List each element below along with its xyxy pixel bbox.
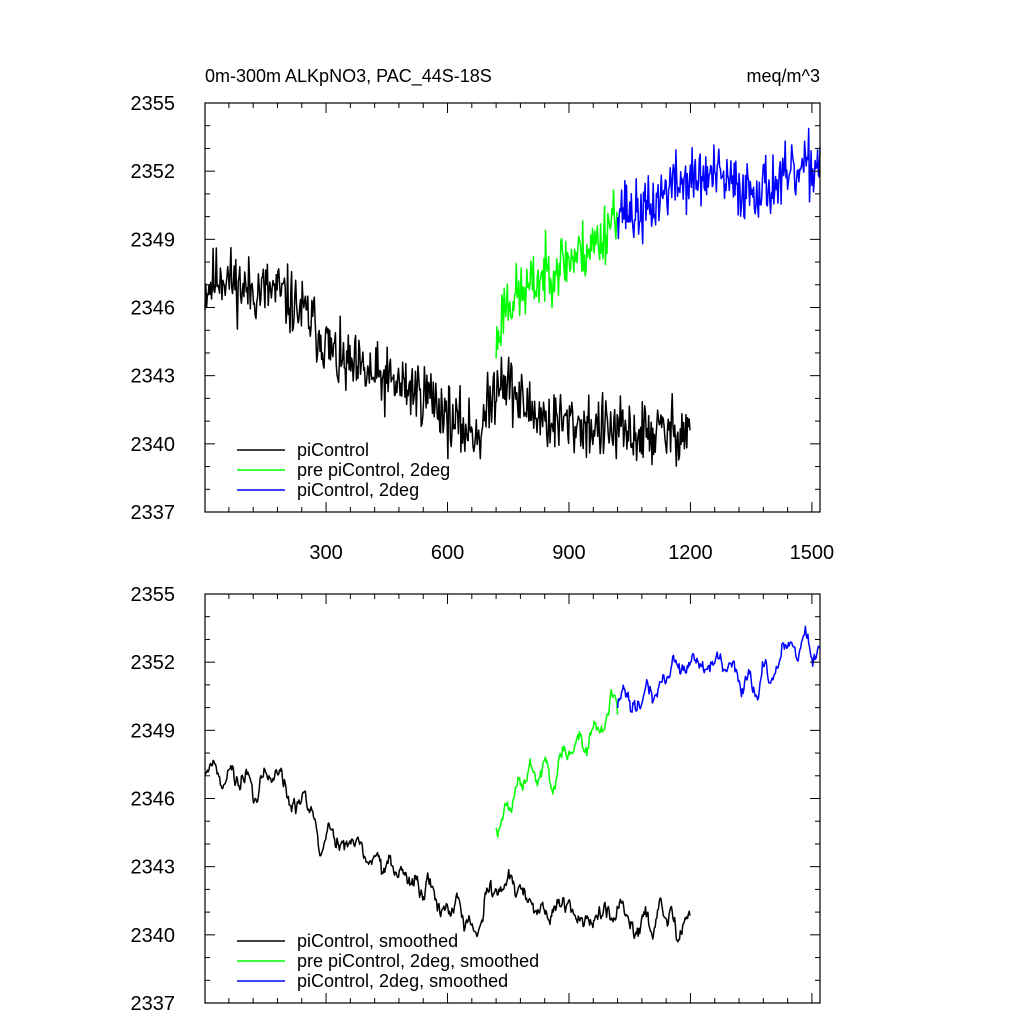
series-line-picontrol <box>204 247 691 467</box>
legend-label-picontrol-smoothed: piControl, smoothed <box>297 931 458 951</box>
series-line-pre-picontrol-2deg-smoothed <box>495 689 619 838</box>
legend-label-picontrol-2deg-smoothed: piControl, 2deg, smoothed <box>297 971 508 991</box>
series-line-picontrol-2deg-smoothed <box>616 625 821 713</box>
y-tick-label: 2346 <box>131 789 176 811</box>
y-tick-label: 2355 <box>131 584 176 606</box>
y-tick-label: 2352 <box>131 652 176 674</box>
bottom-panel: 2337 2340 2343 2346 2349 2352 2355 piControl, … <box>131 584 821 1015</box>
y-tick-label: 2340 <box>131 434 176 456</box>
y-tick-label: 2343 <box>131 366 176 388</box>
y-tick-label: 2352 <box>131 161 176 183</box>
top-legend: piControl pre piControl, 2deg piControl,… <box>237 440 450 500</box>
y-tick-label: 2355 <box>131 93 176 115</box>
x-tick-label: 1500 <box>790 542 835 564</box>
series-line-picontrol-2deg <box>616 127 821 245</box>
legend-label-pre-picontrol-2deg-smoothed: pre piControl, 2deg, smoothed <box>297 951 539 971</box>
x-tick-label: 300 <box>309 542 342 564</box>
x-tick-label: 600 <box>431 542 464 564</box>
series-line-picontrol-smoothed <box>204 759 691 943</box>
y-tick-label: 2337 <box>131 993 176 1015</box>
bottom-series-layer <box>204 625 821 943</box>
top-series-layer <box>204 127 821 467</box>
y-tick-label: 2349 <box>131 720 176 742</box>
bottom-legend: piControl, smoothed pre piControl, 2deg,… <box>237 931 539 991</box>
y-tick-label: 2343 <box>131 857 176 879</box>
top-chart-units: meq/m^3 <box>747 66 820 86</box>
x-tick-label: 900 <box>552 542 585 564</box>
y-tick-label: 2349 <box>131 229 176 251</box>
series-line-pre-picontrol-2deg <box>495 189 619 359</box>
y-tick-label: 2340 <box>131 925 176 947</box>
top-chart-title: 0m-300m ALKpNO3, PAC_44S-18S <box>205 66 492 87</box>
legend-label-picontrol-2deg: piControl, 2deg <box>297 480 419 500</box>
bottom-ticks-layer: 2337 2340 2343 2346 2349 2352 2355 <box>131 584 820 1015</box>
x-tick-label: 1200 <box>668 542 713 564</box>
legend-label-pre-picontrol-2deg: pre piControl, 2deg <box>297 460 450 480</box>
legend-label-picontrol: piControl <box>297 440 369 460</box>
y-tick-label: 2337 <box>131 502 176 524</box>
top-panel: 0m-300m ALKpNO3, PAC_44S-18S meq/m^3 233… <box>131 66 835 564</box>
y-tick-label: 2346 <box>131 298 176 320</box>
top-ticks-layer: 2337 2340 2343 2346 2349 2352 2355 300 600 900 120… <box>131 93 835 564</box>
